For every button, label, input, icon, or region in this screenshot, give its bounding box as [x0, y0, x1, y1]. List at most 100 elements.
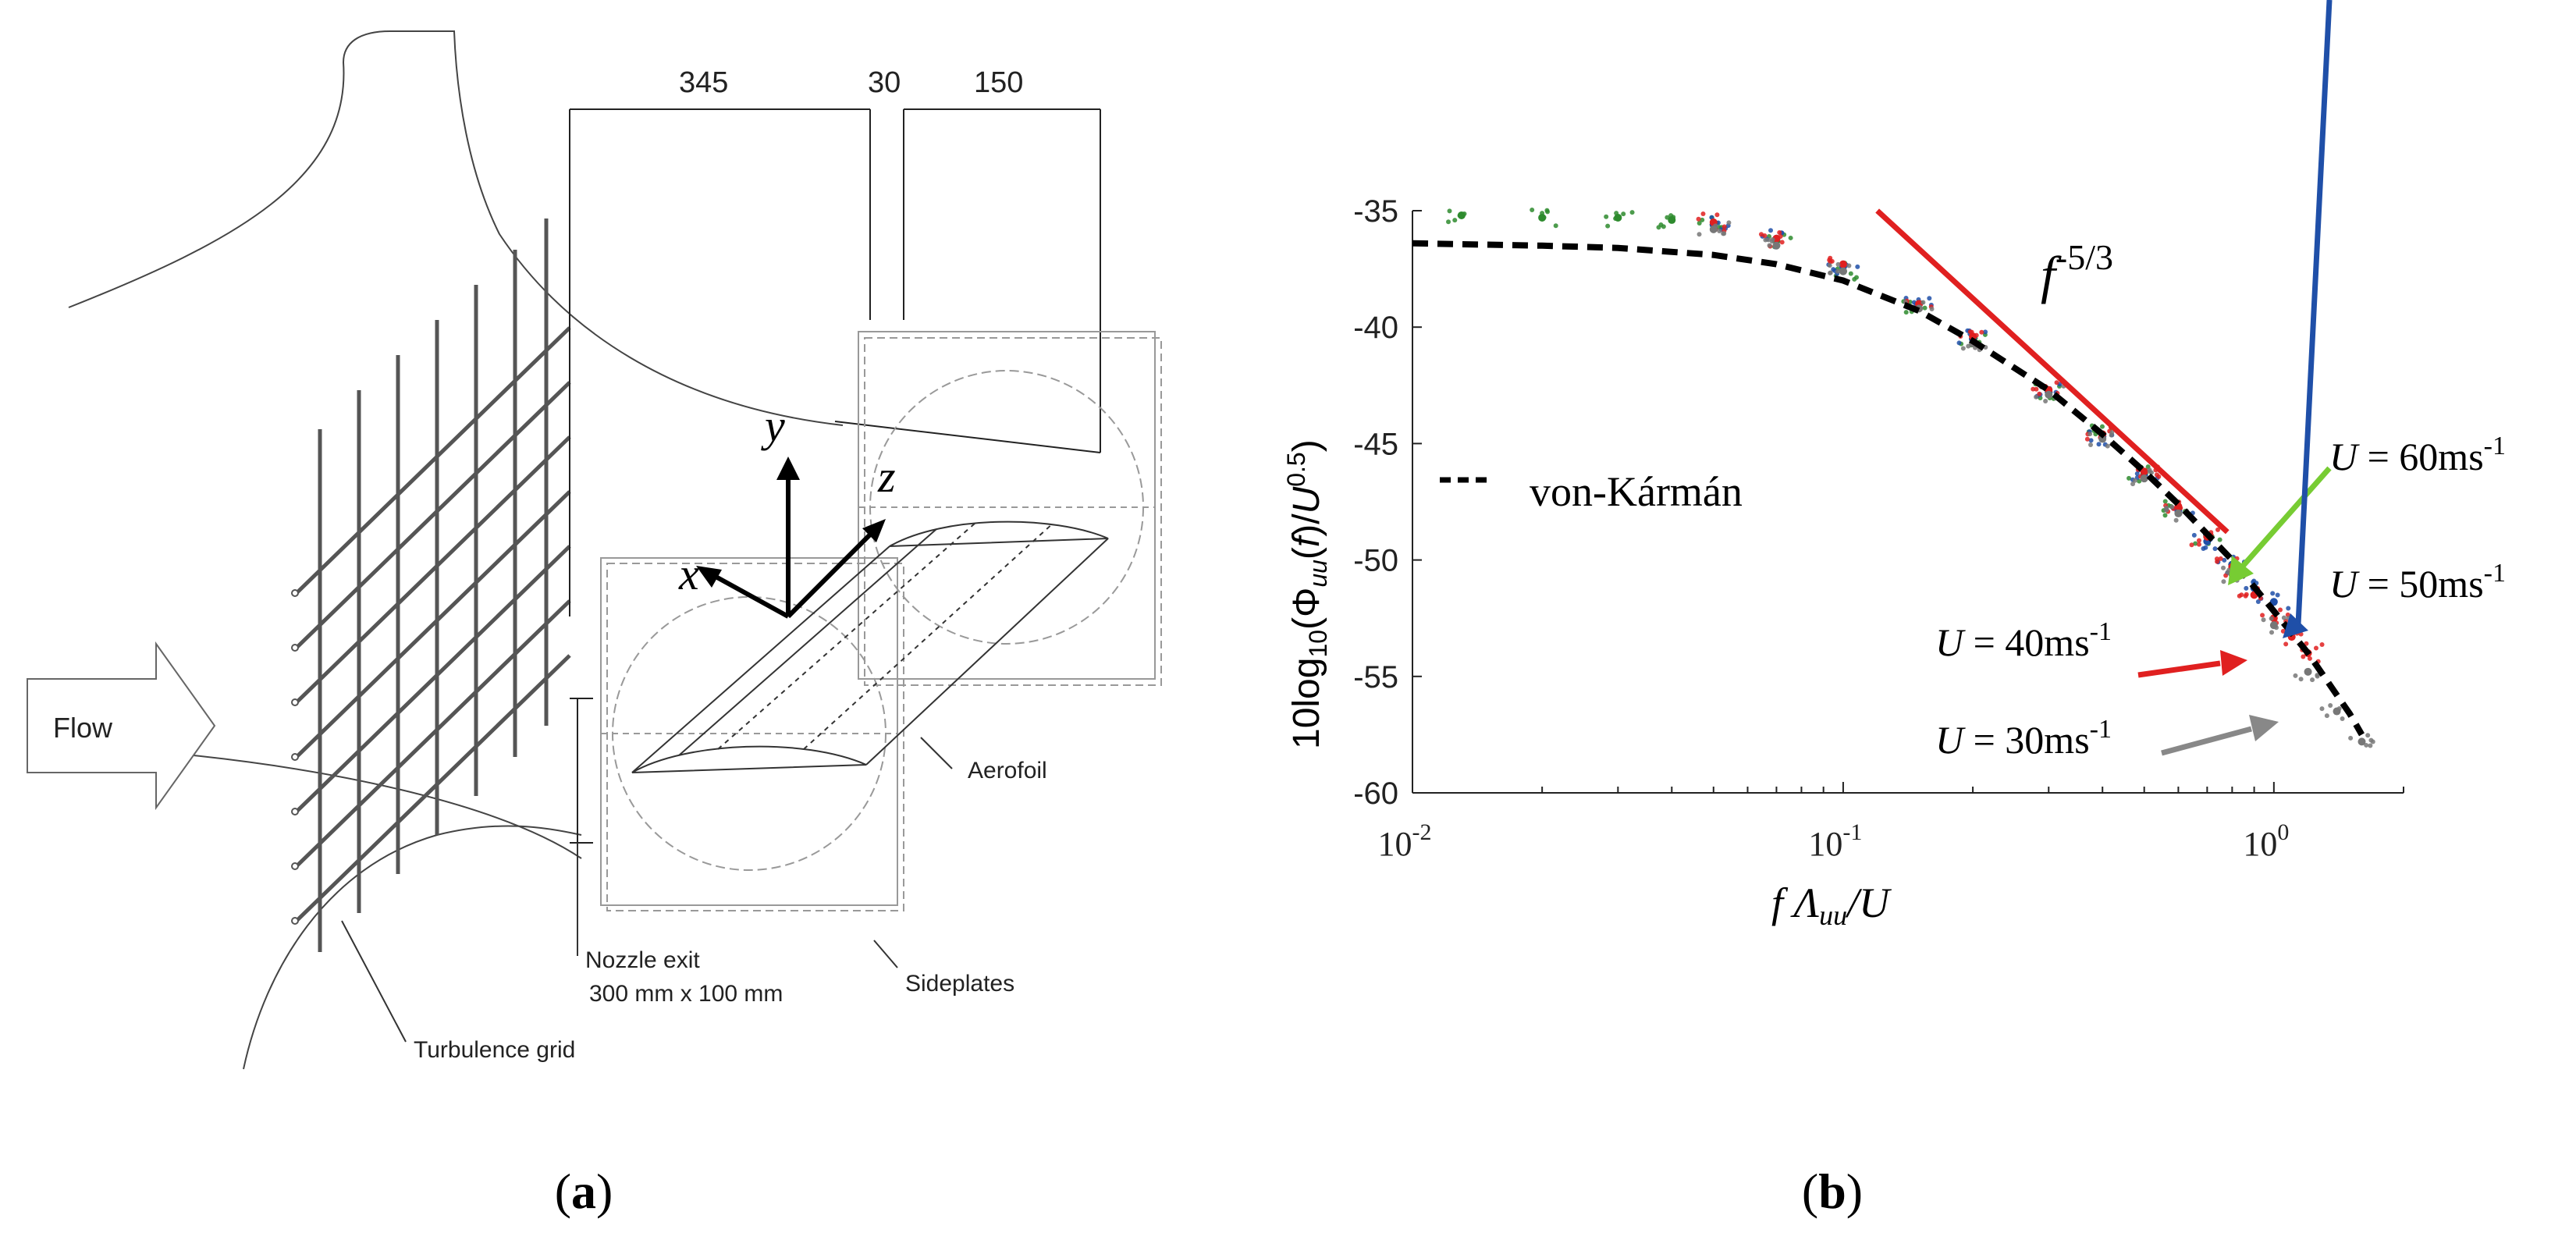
- data-point-cluster: [2130, 481, 2136, 487]
- y-tick-label: -55: [1353, 660, 1398, 695]
- speed-label-50: U = 50ms-1: [2329, 559, 2506, 606]
- data-point-cluster: [1700, 211, 1706, 216]
- data-point-cluster: [2293, 673, 2298, 678]
- data-point-cluster: [2278, 607, 2283, 613]
- y-tick-label: -35: [1353, 194, 1398, 229]
- data-point-cluster: [1768, 228, 1774, 233]
- data-point-cluster: [2319, 642, 2325, 648]
- data-point-cluster: [1903, 310, 1909, 315]
- data-point-cluster: [1661, 224, 1666, 229]
- data-point-cluster: [2368, 737, 2374, 743]
- data-point-cluster: [2043, 398, 2048, 403]
- x-tick-label: 10-2: [1378, 819, 1432, 863]
- data-point-cluster: [2217, 537, 2222, 542]
- y-tick-label: -60: [1353, 776, 1398, 811]
- y-tick-label: -40: [1353, 311, 1398, 345]
- dimension-150: 150: [974, 66, 1023, 99]
- data-point: [2045, 390, 2053, 399]
- caption-b: (b): [1802, 1164, 1863, 1219]
- data-point-cluster: [2177, 511, 2183, 517]
- data-point-cluster: [1848, 271, 1853, 276]
- data-point-cluster: [1920, 300, 1926, 305]
- data-point-cluster: [1446, 219, 1451, 225]
- data-point-cluster: [1773, 242, 1778, 247]
- panel-b-chart: -35 -40 -45 -50 -55 -60 10-2 10-1 100 f-5/3 von…: [1282, 0, 2506, 1219]
- data-point-cluster: [2212, 546, 2218, 552]
- arrow-50-shaft: [2295, 0, 2333, 625]
- speed-annotation-40: U = 40ms-1: [1935, 617, 2247, 678]
- data-point-cluster: [1777, 229, 1782, 235]
- grid-ends: [291, 589, 299, 925]
- data-point-cluster: [2222, 557, 2227, 563]
- data-point-cluster: [1629, 210, 1635, 215]
- axis-x-label: x: [678, 549, 699, 599]
- dimension-30: 30: [868, 66, 901, 99]
- data-point: [2357, 737, 2366, 746]
- slope-line-group: [1875, 208, 2230, 535]
- data-point-cluster: [2307, 656, 2312, 661]
- data-point-cluster: [1828, 270, 1833, 275]
- data-point: [1839, 267, 1847, 275]
- series-u-50ms-1: [1709, 215, 2291, 611]
- data-point-cluster: [2336, 706, 2342, 712]
- data-point-cluster: [2244, 592, 2249, 597]
- data-point-cluster: [1778, 233, 1783, 239]
- data-point-cluster: [2365, 733, 2371, 738]
- data-point-cluster: [2348, 735, 2354, 741]
- data-point-cluster: [1697, 232, 1702, 237]
- axis-z-label: z: [877, 451, 896, 502]
- data-point-cluster: [1840, 262, 1846, 268]
- y-axis-title: 10log10(Φuu(f)/U0.5): [1282, 439, 1332, 749]
- data-point-cluster: [1697, 220, 1702, 226]
- data-point-cluster: [1762, 233, 1768, 238]
- speed-annotation-30: U = 30ms-1: [1935, 715, 2279, 762]
- data-point-cluster: [2147, 467, 2152, 473]
- data-point-cluster: [1717, 228, 1722, 233]
- data-point-cluster: [1974, 332, 1979, 338]
- data-point-cluster: [2269, 630, 2275, 635]
- data-point-cluster: [1462, 211, 1467, 217]
- data-point-cluster: [2169, 504, 2175, 510]
- legend-label: von-Kármán: [1530, 468, 1743, 515]
- data-point-cluster: [1769, 239, 1775, 244]
- data-point-cluster: [1956, 340, 1962, 346]
- data-point-cluster: [1788, 235, 1793, 240]
- data-point-cluster: [1713, 223, 1718, 229]
- data-point-cluster: [2215, 527, 2220, 532]
- data-point-cluster: [1714, 212, 1720, 218]
- data-point-cluster: [1779, 240, 1785, 245]
- slope-reference-line: [1875, 208, 2230, 535]
- data-point-cluster: [2328, 702, 2333, 708]
- data-point-cluster: [2221, 579, 2226, 584]
- data-point-cluster: [1700, 217, 1705, 222]
- series-u-30ms-1: [1697, 220, 2375, 748]
- coordinate-axes: [696, 457, 886, 619]
- y-tick-label: -50: [1353, 544, 1398, 578]
- data-point-cluster: [2054, 380, 2059, 386]
- speed-annotation-50: U = 50ms-1: [2283, 0, 2506, 638]
- speed-label-40: U = 40ms-1: [1935, 617, 2112, 664]
- data-point-cluster: [1530, 208, 1535, 213]
- arrow-30-shaft: [2161, 726, 2252, 756]
- data-point-cluster: [1767, 243, 1772, 248]
- data-point-cluster: [2260, 613, 2265, 618]
- data-point-cluster: [2099, 424, 2105, 429]
- data-point-cluster: [2132, 478, 2137, 483]
- data-point-cluster: [2162, 499, 2168, 504]
- data-point-cluster: [2269, 616, 2274, 621]
- data-point-cluster: [2096, 442, 2102, 447]
- data-point-cluster: [1696, 216, 1701, 222]
- data-point-cluster: [2127, 475, 2132, 481]
- data-point-cluster: [2286, 606, 2291, 611]
- nozzle-contour-lower: [243, 825, 582, 1070]
- nozzle-side-curve: [124, 748, 582, 859]
- data-point-cluster: [1763, 237, 1768, 243]
- x-tick-label: 10-1: [1808, 819, 1862, 863]
- von-karman-curve: [1412, 240, 2365, 737]
- data-point-cluster: [2301, 654, 2306, 659]
- data-point-cluster: [2251, 578, 2257, 584]
- arrow-60-shaft: [2237, 466, 2332, 572]
- data-point-cluster: [2221, 565, 2226, 570]
- data-point-cluster: [2189, 542, 2194, 548]
- data-point-cluster: [2305, 667, 2311, 673]
